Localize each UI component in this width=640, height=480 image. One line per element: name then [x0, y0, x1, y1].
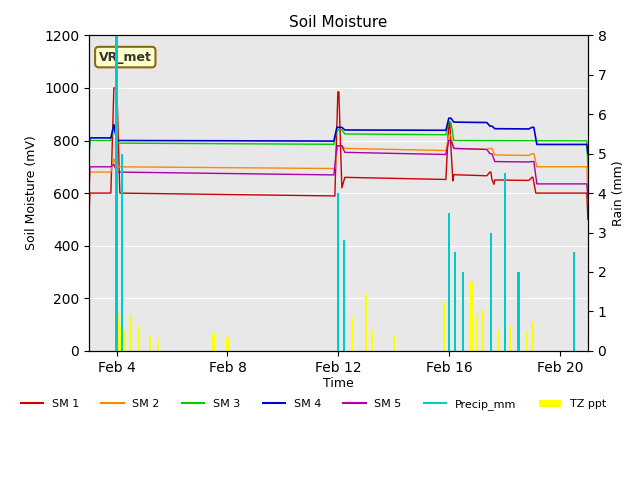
Bar	[138, 324, 140, 351]
Bar	[498, 330, 500, 351]
Bar	[587, 338, 589, 351]
Bar	[343, 240, 345, 351]
Bar	[448, 213, 451, 351]
Bar	[337, 193, 339, 351]
Bar	[517, 272, 520, 351]
Bar	[337, 300, 339, 351]
Bar	[462, 315, 464, 351]
Bar	[118, 314, 120, 351]
Bar	[157, 339, 159, 351]
Bar	[476, 315, 478, 351]
Bar	[124, 330, 126, 351]
Bar	[490, 232, 492, 351]
Bar	[517, 300, 520, 351]
Bar	[573, 252, 575, 351]
Bar	[443, 302, 445, 351]
Legend: SM 1, SM 2, SM 3, SM 4, SM 5, Precip_mm, TZ ppt: SM 1, SM 2, SM 3, SM 4, SM 5, Precip_mm,…	[17, 395, 611, 415]
Bar	[525, 333, 528, 351]
X-axis label: Time: Time	[323, 377, 354, 390]
Bar	[120, 324, 122, 351]
Bar	[351, 317, 353, 351]
Bar	[509, 324, 511, 351]
Bar	[393, 335, 395, 351]
Bar	[227, 338, 228, 351]
Bar	[573, 338, 575, 351]
Bar	[490, 239, 492, 351]
Bar	[121, 154, 124, 351]
Bar	[148, 336, 151, 351]
Bar	[531, 322, 534, 351]
Bar	[470, 281, 472, 351]
Bar	[365, 293, 367, 351]
Bar	[212, 334, 214, 351]
Bar	[504, 173, 506, 351]
Bar	[504, 331, 506, 351]
Bar	[481, 309, 484, 351]
Y-axis label: Rain (mm): Rain (mm)	[612, 160, 625, 226]
Y-axis label: Soil Moisture (mV): Soil Moisture (mV)	[26, 136, 38, 251]
Text: VR_met: VR_met	[99, 50, 152, 63]
Bar	[371, 330, 372, 351]
Bar	[115, 36, 118, 351]
Bar	[129, 315, 132, 351]
Title: Soil Moisture: Soil Moisture	[289, 15, 388, 30]
Bar	[448, 298, 451, 351]
Bar	[462, 272, 464, 351]
Bar	[115, 252, 118, 351]
Bar	[454, 312, 456, 351]
Bar	[454, 252, 456, 351]
